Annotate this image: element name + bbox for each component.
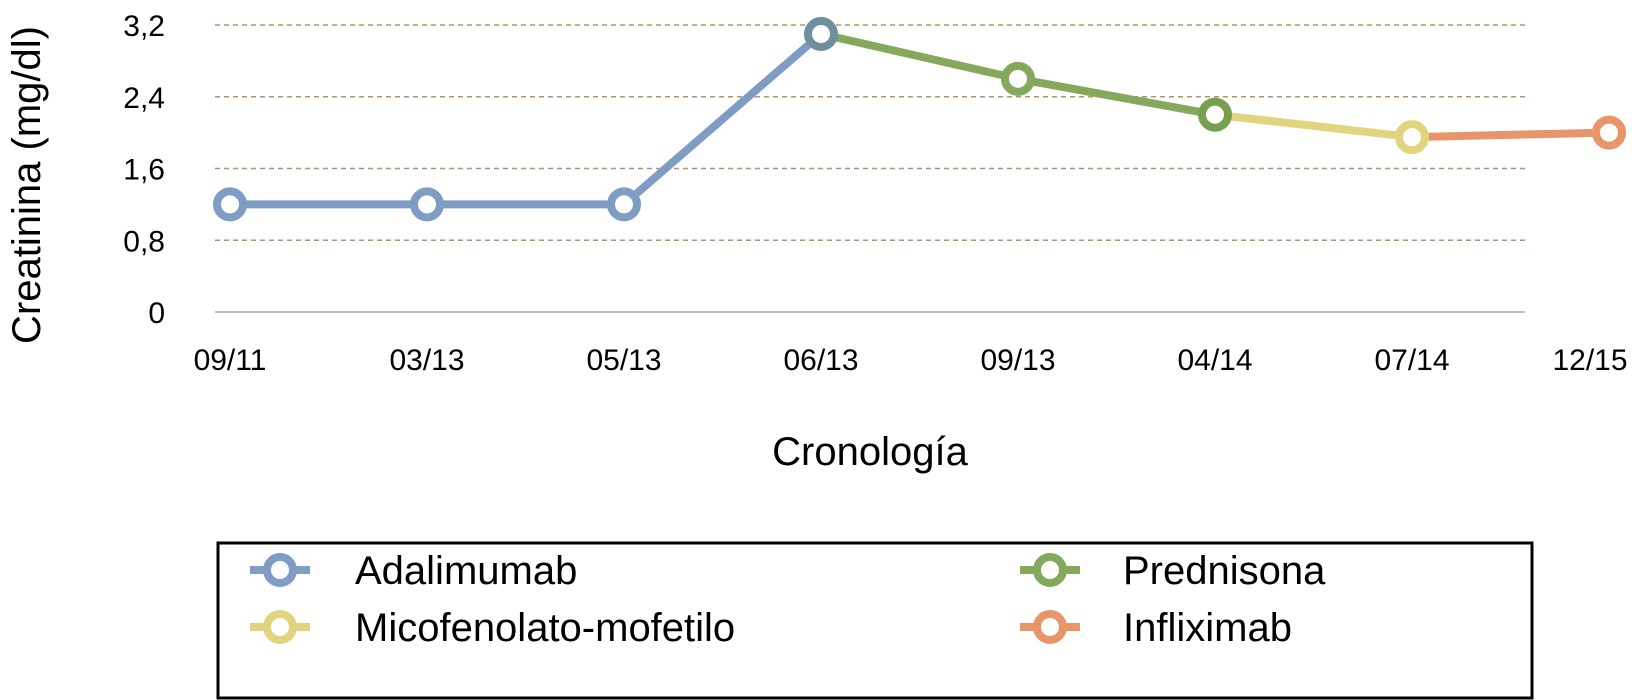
y-tick-labels: 0 0,8 1,6 2,4 3,2 [123,10,165,330]
legend-label: Prednisona [1123,549,1326,593]
y-tick-label: 2,4 [123,82,165,115]
legend-item: Infliximab [1020,606,1292,650]
x-tick-label: 04/14 [1177,344,1252,377]
x-tick-label: 03/13 [389,344,464,377]
legend-label: Infliximab [1123,606,1292,650]
series-segment [1214,110,1413,142]
data-point [410,187,444,222]
legend-label: Micofenolato-mofetilo [355,606,735,650]
legend-item: Prednisona [1020,549,1326,593]
legend-item: Micofenolato-mofetilo [250,606,735,650]
legend-marker [1033,553,1067,587]
data-point [804,16,838,51]
x-tick-label: 09/11 [194,344,267,377]
legend-marker [263,553,297,587]
x-axis-title: Cronología [772,430,968,474]
x-tick-label: 05/13 [586,344,661,377]
data-point [213,187,247,222]
y-tick-label: 0,8 [123,225,165,258]
data-point [1198,97,1232,132]
legend-label: Adalimumab [355,549,577,593]
gridlines [215,24,1525,241]
y-tick-label: 3,2 [123,10,165,43]
legend-item: Adalimumab [250,549,577,593]
data-point [607,187,641,222]
legend-marker [263,610,297,644]
y-tick-label: 0 [148,297,165,330]
legend-marker [1033,610,1067,644]
series-segment [230,30,824,209]
x-tick-label: 07/14 [1374,344,1449,377]
x-tick-label: 12/15 [1552,344,1627,377]
series-segment [1411,128,1610,142]
x-tick-label: 09/13 [980,344,1055,377]
series-points [213,16,1626,222]
y-axis-title: Creatinina (mg/dl) [5,26,49,344]
data-point [1395,120,1429,155]
legend: Adalimumab Prednisona Micofenolato-mofetil… [216,541,1534,700]
y-tick-label: 1,6 [123,154,165,187]
series-line [230,30,1610,209]
data-point [1592,115,1626,150]
x-tick-labels: 09/11 03/13 05/13 06/13 09/13 04/14 07/14 12/15 [194,344,1628,377]
x-tick-label: 06/13 [783,344,858,377]
data-point [1001,61,1035,96]
legend-box [216,541,1534,700]
